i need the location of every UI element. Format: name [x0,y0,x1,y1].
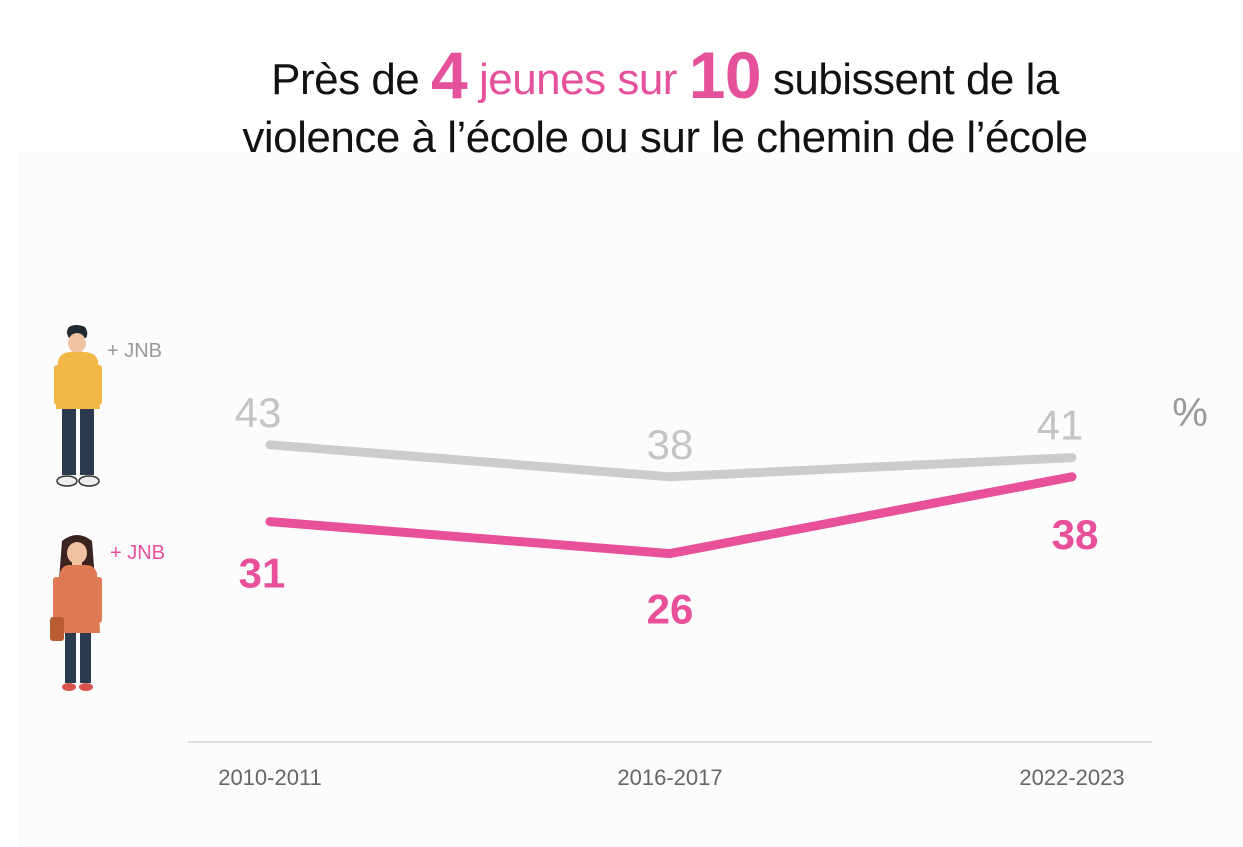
unit-label: % [1172,391,1208,435]
title-line-2: violence à l’école ou sur le chemin de l… [242,113,1088,162]
x-tick-label: 2022-2023 [1019,765,1124,790]
girls-data-label: 31 [239,550,286,597]
boys-data-label: 38 [647,421,694,468]
chart-title: Près de 4 jeunes sur 10 subissent de la … [120,42,1210,167]
x-tick-label: 2010-2011 [218,765,322,790]
girls-series-line [265,472,1077,559]
title-text-3: subissent de la [761,55,1060,104]
girls-data-label: 26 [647,586,694,633]
title-number-4: 4 [431,38,468,112]
girl-figure-icon [50,535,102,691]
title-text-2: jeunes sur [467,55,689,104]
boy-figure-icon [54,325,102,487]
girls-data-label: 38 [1052,511,1099,558]
x-tick-label: 2016-2017 [617,765,722,790]
chart-panel [18,152,1243,847]
girl-legend-label: + JNB [110,542,166,564]
title-text-1: Près de [271,55,431,104]
title-number-10: 10 [688,38,762,112]
boys-data-label: 41 [1037,402,1084,449]
boys-data-label: 43 [235,389,282,436]
boy-legend-label: + JNB [107,340,163,362]
